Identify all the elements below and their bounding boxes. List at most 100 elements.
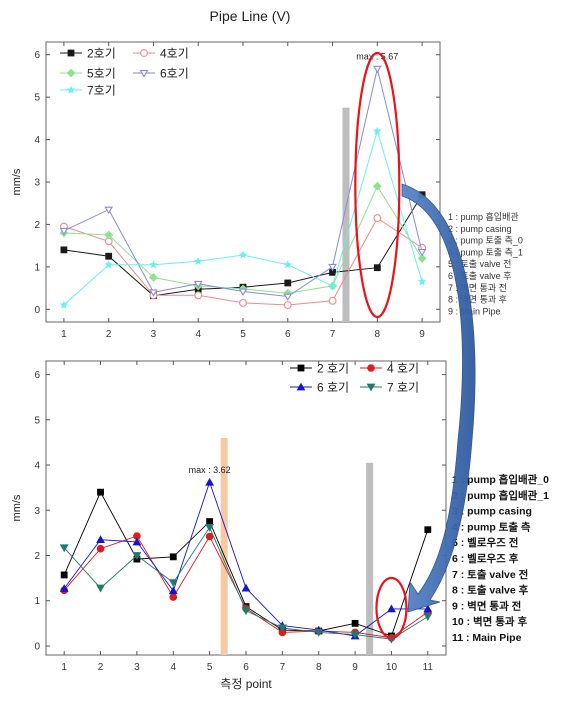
note-item: 6 : 벨로우즈 후 (452, 552, 519, 565)
y-tick-label: 6 (34, 370, 40, 381)
data-point (205, 532, 214, 541)
data-point (60, 571, 68, 579)
note-item: 11 : Main Pipe (452, 632, 522, 644)
data-point (278, 628, 287, 637)
legend-label: 2호기 (87, 47, 116, 61)
data-point (283, 260, 292, 269)
legend-label: 6호기 (160, 67, 189, 81)
y-axis-label: mm/s (11, 494, 23, 521)
legend-label: 4호기 (160, 47, 189, 61)
data-point (194, 291, 203, 300)
data-point (59, 227, 69, 236)
data-point (59, 584, 69, 592)
data-point (104, 260, 113, 269)
page-title: Pipe Line (V) (210, 8, 291, 24)
data-point (423, 613, 433, 621)
x-tick-label: 1 (61, 329, 67, 340)
y-tick-label: 5 (34, 93, 40, 104)
data-point (169, 553, 177, 561)
x-tick-label: 1 (61, 662, 67, 673)
legend-label: 6 호기 (317, 381, 349, 395)
x-tick-label: 3 (151, 329, 157, 340)
note-item: 1 : pump 흡입배관_0 (452, 473, 549, 486)
note-item: 4 : pump 토출 측_1 (448, 247, 523, 257)
legend-label: 2 호기 (317, 362, 349, 376)
highlight-ellipse (354, 51, 401, 319)
data-point (372, 65, 382, 74)
max-annotation: max : 5.67 (356, 52, 398, 62)
series-line (63, 194, 423, 297)
x-tick-label: 4 (195, 329, 201, 340)
data-point (205, 477, 215, 486)
highlight-bar (342, 107, 350, 323)
highlight-bar (220, 437, 228, 655)
data-point (96, 535, 105, 544)
x-axis-label: 측정 point (220, 677, 272, 691)
y-tick-label: 3 (34, 506, 40, 517)
x-tick-label: 6 (243, 662, 249, 673)
data-point (373, 214, 382, 223)
note-item: 6 : 토출 valve 후 (448, 271, 511, 281)
data-point (373, 264, 381, 272)
data-point (149, 273, 158, 282)
note-item: 4 : pump 토출 측 (452, 520, 531, 533)
y-tick-label: 4 (34, 461, 40, 472)
data-point (206, 518, 214, 525)
callout-arrow (401, 183, 476, 613)
note-item: 9 : Main Pipe (448, 306, 501, 316)
data-point (328, 281, 337, 290)
data-point (132, 552, 142, 560)
legend-marker (67, 49, 75, 57)
y-tick-label: 0 (34, 641, 40, 652)
x-tick-label: 2 (106, 329, 112, 340)
x-tick-label: 9 (352, 662, 358, 673)
data-point (241, 583, 251, 592)
y-axis-label: mm/s (11, 168, 23, 195)
series-line (63, 68, 423, 298)
x-tick-label: 7 (330, 329, 336, 340)
data-point (60, 246, 68, 254)
highlight-ellipse (375, 576, 408, 640)
data-point (96, 544, 105, 553)
data-point (417, 249, 427, 257)
series-line (63, 185, 423, 294)
y-tick-label: 2 (34, 551, 40, 562)
note-item: 5 : 토출 valve 전 (448, 259, 511, 269)
data-point (373, 126, 382, 135)
data-point (168, 579, 178, 588)
x-tick-label: 2 (98, 662, 104, 673)
data-point (328, 296, 337, 305)
data-point (104, 206, 114, 215)
data-point (387, 604, 396, 613)
data-point (194, 256, 203, 265)
legend-marker (297, 364, 305, 372)
data-point (284, 279, 292, 287)
note-item: 5 : 벨로우즈 전 (452, 536, 518, 549)
chart-bottom: 0 1 2 3 4 5 6 1 2 3 4 5 6 7 8 9 10 11 mm/s 측정 point max : 3.… (11, 360, 549, 691)
data-point (97, 488, 104, 496)
data-point (169, 593, 178, 601)
data-point (96, 584, 105, 593)
legend-marker (296, 382, 306, 391)
y-tick-label: 5 (34, 415, 40, 426)
callout-arrow-layer (401, 183, 476, 613)
data-point (239, 298, 247, 307)
data-point (149, 289, 158, 297)
legend-label: 5호기 (87, 67, 116, 81)
data-point (59, 300, 69, 309)
x-tick-label: 8 (316, 662, 322, 673)
note-item: 10 : 벽면 통과 후 (452, 615, 527, 628)
note-item: 3 : pump 토출 측_0 (448, 236, 523, 246)
series-line (63, 129, 423, 306)
data-point (351, 619, 359, 627)
x-tick-label: 9 (419, 329, 425, 340)
legend-marker (139, 70, 149, 78)
max-annotation: max : 3.62 (189, 465, 231, 475)
legend-marker (366, 383, 376, 392)
note-item: 3 : pump casing (452, 506, 532, 518)
data-point (424, 526, 432, 534)
data-point (132, 537, 142, 546)
data-point (241, 607, 251, 616)
data-point (238, 288, 248, 296)
